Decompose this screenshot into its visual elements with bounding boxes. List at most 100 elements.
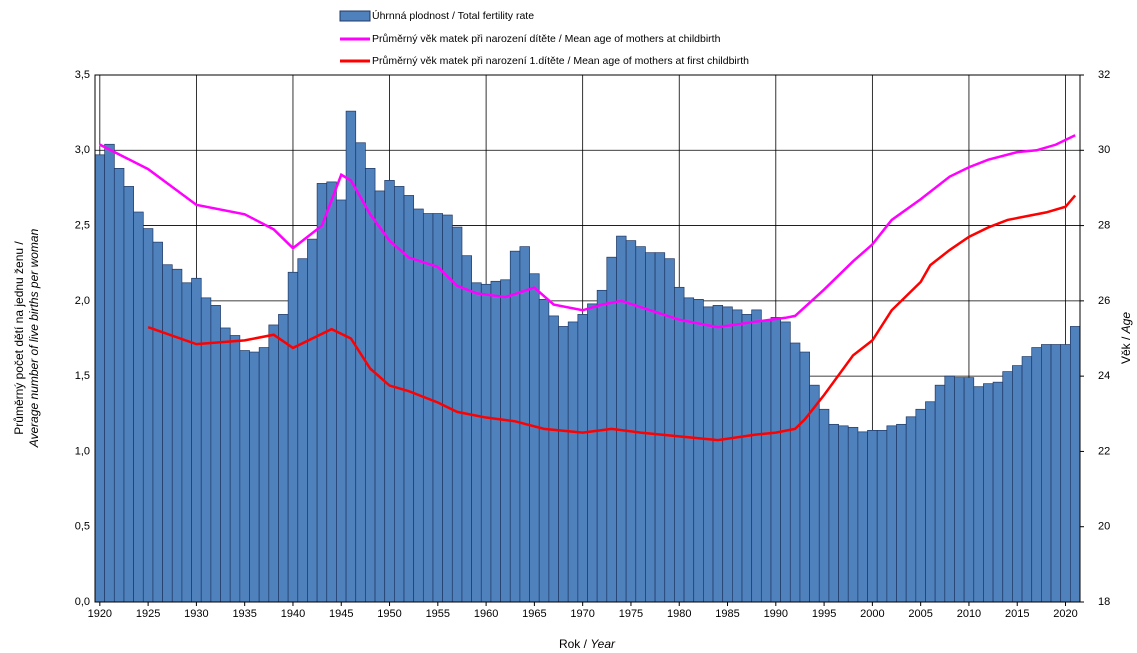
y2-tick-label: 30: [1098, 144, 1110, 156]
bar: [142, 228, 154, 603]
bar: [480, 283, 492, 603]
x-tick-label: 1980: [667, 608, 691, 620]
bar: [239, 350, 250, 603]
legend-label: Úhrnná plodnost / Total fertility rate: [372, 9, 534, 22]
bar: [355, 142, 366, 603]
bar: [490, 280, 501, 603]
bar: [181, 282, 192, 603]
bar: [693, 299, 704, 603]
bar: [210, 305, 221, 603]
x-label-part: Year: [590, 637, 616, 651]
y-tick-label: 3,5: [75, 69, 90, 81]
bar: [220, 327, 231, 603]
bar: [287, 271, 299, 603]
x-tick-label: 2010: [957, 608, 981, 620]
bar: [587, 303, 598, 603]
bar: [751, 309, 762, 603]
bar: [722, 306, 733, 603]
bar: [152, 241, 163, 603]
bar: [365, 168, 376, 603]
bar: [625, 240, 637, 603]
x-tick-label: 1945: [329, 608, 353, 620]
line-series: [99, 134, 1076, 329]
bar: [113, 168, 125, 603]
bar: [1012, 365, 1023, 603]
bar: [1031, 347, 1042, 603]
bar: [818, 408, 830, 603]
y-tick-label: 0,5: [75, 521, 90, 533]
x-label-part: Rok /: [559, 637, 588, 651]
x-tick-label: 1995: [812, 608, 836, 620]
bar: [326, 181, 337, 603]
bar: [954, 377, 965, 603]
bar: [973, 386, 984, 603]
bar: [268, 324, 279, 603]
x-tick-label: 2020: [1053, 608, 1077, 620]
y-tick-label: 2,0: [75, 295, 90, 307]
bar: [828, 423, 839, 603]
bar: [732, 309, 743, 603]
bar: [133, 211, 144, 603]
bar: [1041, 344, 1052, 603]
x-tick-label: 1960: [474, 608, 498, 620]
bar: [500, 279, 511, 603]
y2-tick-label: 20: [1098, 521, 1110, 533]
bar: [229, 335, 241, 603]
y2-tick-label: 24: [1098, 370, 1110, 382]
bar: [249, 351, 260, 603]
bar: [886, 425, 897, 603]
bar: [374, 190, 386, 603]
x-tick-label: 1920: [88, 608, 112, 620]
plot-frame: [94, 74, 1081, 603]
bar: [645, 252, 656, 603]
bar: [712, 305, 724, 603]
y2-tick-label: 22: [1098, 445, 1110, 457]
bar: [983, 383, 994, 603]
y-tick-label: 1,0: [75, 445, 90, 457]
bar: [703, 306, 714, 603]
bar: [1050, 344, 1062, 603]
y2-axis-label: Věk / Age: [1119, 312, 1133, 364]
y-tick-label: 1,5: [75, 370, 90, 382]
bar: [760, 320, 772, 603]
y2-tick-label: 26: [1098, 295, 1110, 307]
x-tick-label: 2000: [860, 608, 884, 620]
bar: [171, 268, 183, 603]
y-tick-label: 2,5: [75, 219, 90, 231]
bar: [857, 431, 868, 603]
bar: [616, 235, 627, 603]
y-tick-label: 3,0: [75, 144, 90, 156]
bar: [934, 384, 946, 603]
bar: [567, 321, 579, 603]
bar: [336, 199, 347, 603]
bar: [413, 208, 424, 603]
bar: [509, 250, 521, 603]
bar: [674, 286, 685, 603]
legend-label: Průměrný věk matek při narození 1.dítěte…: [372, 55, 749, 67]
x-tick-label: 2015: [1005, 608, 1029, 620]
y2-tick-label: 32: [1098, 69, 1110, 81]
bar: [683, 297, 695, 603]
bar: [963, 377, 975, 603]
bar: [867, 429, 878, 603]
x-tick-label: 1990: [764, 608, 788, 620]
bar: [915, 408, 926, 603]
x-tick-label: 2005: [908, 608, 932, 620]
y2-label-part: Age: [1119, 312, 1133, 335]
bar: [1069, 326, 1081, 603]
bar: [1021, 356, 1033, 603]
bar: [809, 384, 820, 603]
y-tick-label: 0,0: [75, 596, 90, 608]
bar: [471, 282, 482, 603]
bar: [529, 273, 540, 603]
bar: [538, 299, 550, 603]
bar: [162, 264, 173, 603]
bar: [770, 317, 781, 603]
bar: [1060, 344, 1071, 603]
bar: [596, 289, 608, 603]
bar: [944, 375, 955, 603]
bar: [307, 238, 318, 603]
bar: [422, 213, 434, 603]
bar: [297, 258, 308, 603]
